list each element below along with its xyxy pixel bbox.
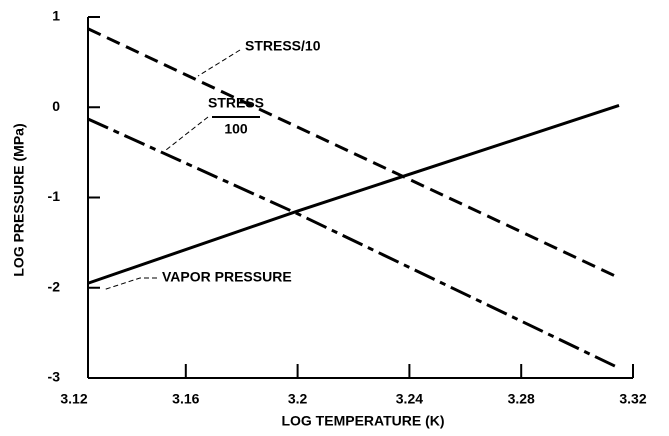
x-tick-label: 3.32 xyxy=(619,391,646,407)
annotation: 100 xyxy=(224,121,248,137)
leader-line xyxy=(165,116,209,151)
x-tick-label: 3.16 xyxy=(172,391,199,407)
y-tick-label: -1 xyxy=(48,188,61,204)
leader-line xyxy=(102,277,157,291)
y-tick-label: -2 xyxy=(48,278,61,294)
annotation: STRESS xyxy=(208,95,264,111)
x-axis-label: LOG TEMPERATURE (K) xyxy=(281,413,444,429)
line-series xyxy=(87,27,620,280)
line-series xyxy=(87,117,620,370)
annotation: VAPOR PRESSURE xyxy=(162,269,292,285)
x-tick-label: 3.2 xyxy=(288,391,308,407)
x-tick-label: 3.28 xyxy=(508,391,535,407)
y-tick-label: -3 xyxy=(48,369,61,385)
y-axis-label: LOG PRESSURE (MPa) xyxy=(11,123,27,276)
line-series xyxy=(87,104,620,285)
leader-line xyxy=(197,49,241,77)
y-tick-label: 1 xyxy=(52,8,60,24)
x-tick-label: 3.24 xyxy=(396,391,423,407)
x-tick-label: 3.12 xyxy=(60,391,87,407)
y-tick-label: 0 xyxy=(52,98,60,114)
annotation: STRESS/10 xyxy=(245,38,321,54)
